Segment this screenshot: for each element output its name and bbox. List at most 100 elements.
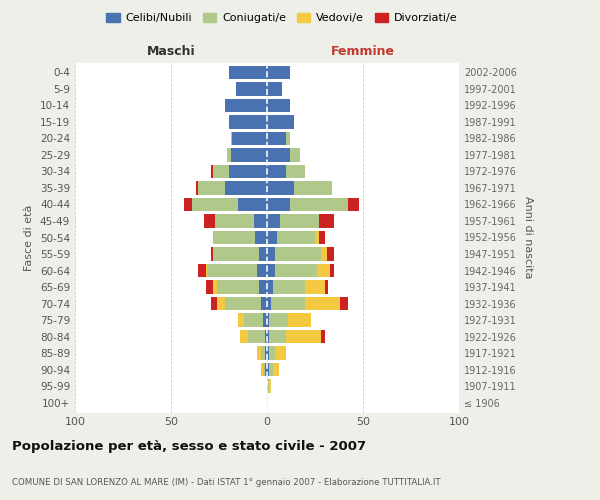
Bar: [347, 198, 359, 211]
Bar: [225, 99, 267, 112]
Bar: [319, 231, 325, 244]
Bar: [184, 198, 192, 211]
Bar: [259, 248, 267, 260]
Bar: [290, 148, 299, 162]
Bar: [217, 297, 225, 310]
Bar: [325, 280, 328, 293]
Bar: [273, 363, 278, 376]
Y-axis label: Fasce di età: Fasce di età: [25, 204, 34, 270]
Bar: [259, 280, 267, 293]
Text: Femmine: Femmine: [331, 44, 395, 58]
Bar: [271, 297, 305, 310]
Bar: [263, 314, 267, 326]
Bar: [277, 231, 315, 244]
Bar: [267, 297, 271, 310]
Bar: [265, 330, 267, 343]
Bar: [340, 297, 347, 310]
Bar: [211, 297, 217, 310]
Bar: [217, 280, 259, 293]
Bar: [229, 165, 267, 178]
Bar: [267, 346, 269, 360]
Bar: [230, 132, 232, 145]
Bar: [236, 82, 267, 96]
Bar: [227, 148, 230, 162]
Bar: [267, 214, 280, 228]
Text: Maschi: Maschi: [146, 44, 196, 58]
Bar: [269, 346, 275, 360]
Text: COMUNE DI SAN LORENZO AL MARE (IM) - Dati ISTAT 1° gennaio 2007 - Elaborazione T: COMUNE DI SAN LORENZO AL MARE (IM) - Dat…: [12, 478, 440, 487]
Bar: [267, 314, 269, 326]
Bar: [267, 264, 275, 277]
Bar: [267, 248, 275, 260]
Bar: [267, 132, 286, 145]
Bar: [267, 182, 294, 194]
Bar: [290, 198, 347, 211]
Bar: [273, 280, 305, 293]
Bar: [225, 297, 261, 310]
Bar: [286, 132, 290, 145]
Bar: [269, 330, 286, 343]
Bar: [275, 346, 286, 360]
Bar: [267, 82, 283, 96]
Bar: [267, 330, 269, 343]
Bar: [286, 165, 305, 178]
Bar: [225, 182, 267, 194]
Bar: [269, 380, 271, 392]
Bar: [211, 248, 213, 260]
Bar: [269, 363, 273, 376]
Bar: [261, 346, 265, 360]
Bar: [267, 380, 269, 392]
Bar: [267, 66, 290, 79]
Bar: [198, 264, 206, 277]
Bar: [267, 198, 290, 211]
Bar: [261, 363, 263, 376]
Bar: [267, 280, 273, 293]
Bar: [267, 231, 277, 244]
Bar: [261, 297, 267, 310]
Bar: [213, 248, 259, 260]
Bar: [319, 214, 334, 228]
Bar: [294, 182, 332, 194]
Bar: [317, 264, 331, 277]
Bar: [213, 165, 229, 178]
Bar: [267, 116, 294, 128]
Bar: [267, 148, 290, 162]
Bar: [269, 314, 288, 326]
Bar: [208, 264, 257, 277]
Bar: [203, 214, 215, 228]
Bar: [198, 182, 225, 194]
Bar: [280, 214, 319, 228]
Bar: [267, 363, 269, 376]
Bar: [213, 231, 256, 244]
Legend: Celibi/Nubili, Coniugati/e, Vedovi/e, Divorziati/e: Celibi/Nubili, Coniugati/e, Vedovi/e, Di…: [102, 8, 462, 28]
Bar: [305, 280, 325, 293]
Bar: [315, 231, 319, 244]
Bar: [215, 214, 254, 228]
Bar: [257, 346, 261, 360]
Bar: [326, 248, 334, 260]
Bar: [244, 314, 263, 326]
Bar: [238, 198, 267, 211]
Bar: [256, 231, 267, 244]
Bar: [267, 165, 286, 178]
Bar: [288, 314, 311, 326]
Bar: [240, 330, 248, 343]
Bar: [229, 116, 267, 128]
Bar: [286, 330, 321, 343]
Bar: [254, 214, 267, 228]
Bar: [265, 363, 267, 376]
Bar: [192, 198, 238, 211]
Bar: [229, 66, 267, 79]
Bar: [263, 363, 265, 376]
Bar: [305, 297, 340, 310]
Bar: [321, 248, 326, 260]
Bar: [213, 280, 217, 293]
Bar: [257, 264, 267, 277]
Y-axis label: Anni di nascita: Anni di nascita: [523, 196, 533, 278]
Bar: [232, 132, 267, 145]
Bar: [230, 148, 267, 162]
Bar: [238, 314, 244, 326]
Bar: [206, 264, 208, 277]
Bar: [331, 264, 334, 277]
Bar: [265, 346, 267, 360]
